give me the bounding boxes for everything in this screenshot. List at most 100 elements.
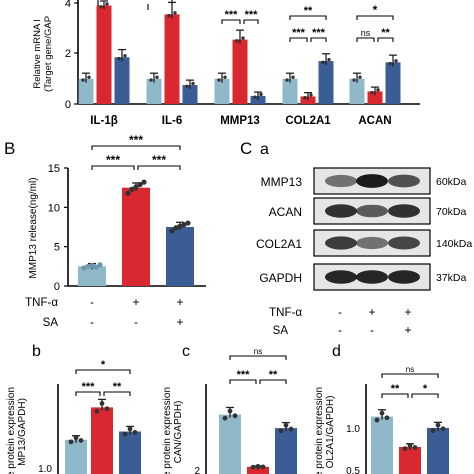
blot-protein-2: COL2A1 xyxy=(256,237,302,251)
panel-a-bar-4-2 xyxy=(385,62,401,104)
panel-a-dot-1-0-0 xyxy=(149,78,153,82)
panel-b2-dot-2-2 xyxy=(132,429,138,435)
panel-a-mmp13-1-label: *** xyxy=(225,9,239,21)
panel-a-ytick-0: 0 xyxy=(65,99,71,111)
panel-a-dot-0-0-1 xyxy=(87,75,91,79)
panel-c-label: C xyxy=(240,139,252,158)
panel-a-dot-4-0-0 xyxy=(352,78,356,82)
panel-a-col2a1-2-label: *** xyxy=(312,27,326,39)
panel-b-dot-2-2 xyxy=(177,223,183,229)
panel-a-dot-3-2-1 xyxy=(327,57,331,62)
panel-c2-ylabel-line-1: e protein expression xyxy=(162,387,173,474)
panel-b2-sig-1-bracket xyxy=(75,391,101,396)
panel-a-bar-3-0 xyxy=(282,78,298,104)
blot-band-1-0 xyxy=(325,204,357,218)
panel-a-dot-0-0-0 xyxy=(81,78,85,82)
blot-band-1-1 xyxy=(356,204,388,218)
panel-b-label: B xyxy=(4,139,15,158)
panel-a-ytick-4: 4 xyxy=(65,0,71,10)
panel-a-dot-0-2-1 xyxy=(123,54,127,58)
panel-a-dot-4-1-0 xyxy=(370,90,374,95)
panel-b-sign-1-2: + xyxy=(176,315,183,329)
blot-protein-1: ACAN xyxy=(269,205,302,219)
panel-a-dot-2-1-0 xyxy=(235,39,239,43)
blot-sign-1-2: + xyxy=(404,323,411,337)
panel-d-dot-2-0 xyxy=(430,428,436,434)
panel-a-dot-3-0-1 xyxy=(291,75,295,79)
panel-a-dot-1-1-0 xyxy=(167,13,171,18)
panel-b-dot-2-1 xyxy=(173,225,179,231)
panel-b-sig-outer-label: *** xyxy=(129,133,143,147)
blot-band-3-2 xyxy=(388,270,420,284)
blot-size-1: 70kDa xyxy=(436,206,467,218)
panel-a-bar-1-1 xyxy=(164,14,180,104)
panel-a-dot-1-0-1 xyxy=(155,75,159,79)
panel-d-bar-0 xyxy=(371,416,393,474)
panel-b-dot-1-0 xyxy=(125,190,131,196)
panel-b2-dot-1-0 xyxy=(94,408,100,414)
panel-b2-sig-0-label: * xyxy=(101,359,106,371)
panel-d-sig-2-label: * xyxy=(423,383,428,395)
blot-band-0-1 xyxy=(356,174,388,188)
panel-b-sig-right-label: *** xyxy=(152,153,166,167)
panel-b-ytick-1: 5 xyxy=(54,242,60,254)
panel-b2-dot-0-2 xyxy=(78,438,84,443)
panel-b-dot-2-3 xyxy=(181,222,187,228)
panel-b-dot-0-3 xyxy=(93,264,99,270)
panel-d-sig-0-bracket xyxy=(381,373,439,378)
panel-a-dot-1-2-1 xyxy=(191,81,195,86)
panel-a-bar-1-2 xyxy=(182,85,198,104)
panel-c2-bar-0 xyxy=(219,414,241,474)
panel-a-col2a1-1-label: *** xyxy=(292,27,306,39)
blot-row2-label: SA xyxy=(273,325,289,337)
panel-a-mmp13-2-label: *** xyxy=(245,9,259,21)
panel-c2-dot-1-2 xyxy=(260,464,266,470)
blot-sign-1-0: - xyxy=(338,323,342,337)
panel-b-bar-2 xyxy=(166,227,194,286)
panel-b2-dot-2-1 xyxy=(127,426,133,432)
panel-b2-ytick: 1.0 xyxy=(38,464,52,474)
panel-b2-bar-2 xyxy=(119,431,141,474)
panel-b2-dot-1-2 xyxy=(104,406,110,412)
panel-a-dot-2-0-1 xyxy=(223,75,227,79)
panel-d-chart: e protein expression OL2A1/GAPDH) 1.0 0.… xyxy=(314,365,449,474)
panel-a-dot-4-2-1 xyxy=(394,59,398,63)
panel-a-ytick-2: 2 xyxy=(65,48,71,60)
panel-b2-dot-1-1 xyxy=(99,401,105,406)
panel-b-bar-0 xyxy=(78,266,106,286)
panel-b2-sig-2-bracket xyxy=(103,391,131,396)
panel-b-ytick-3: 15 xyxy=(48,163,60,175)
panel-b-row1-label: TNF-α xyxy=(25,297,58,309)
panel-a-dot-2-2-1 xyxy=(259,92,263,97)
panel-a-dot-4-0-1 xyxy=(358,75,362,79)
panel-b-chart: MMP13 release(ng/ml) 0 5 10 15 *** *** *** TN… xyxy=(25,133,206,329)
panel-a-dot-0-2-0 xyxy=(117,56,121,61)
panel-a-dot-0-1-0 xyxy=(99,5,103,9)
panel-d-dot-2-1 xyxy=(435,422,441,428)
panel-b-dot-0-4 xyxy=(97,262,103,268)
panel-d-label: d xyxy=(332,343,341,360)
blot-sign-0-1: + xyxy=(368,305,375,319)
panel-a-acan-top-bracket xyxy=(356,15,394,20)
panel-d-sig-1-label: ** xyxy=(391,383,400,395)
panel-a-xlabel-1: IL-6 xyxy=(162,115,182,127)
panel-a-dot-2-0-0 xyxy=(217,78,221,82)
panel-b-bar-1 xyxy=(122,187,150,286)
panel-a-col2a1-2-bracket xyxy=(310,37,327,42)
panel-b-ytick-2: 10 xyxy=(48,202,60,214)
panel-b-dot-0-1 xyxy=(85,263,91,269)
blot-band-0-0 xyxy=(325,174,357,188)
panel-b2-sig-1-label: *** xyxy=(82,381,96,393)
panel-b2-sig-2-label: ** xyxy=(113,381,122,393)
panel-a-dot-3-1-1 xyxy=(309,93,313,97)
panel-a-bar-3-2 xyxy=(318,61,334,104)
panel-b-dot-0-2 xyxy=(89,262,95,269)
panel-b2-chart: e protein expression MP13/GAPDH) 1.0 ***… xyxy=(6,359,141,474)
panel-d-dot-0-2 xyxy=(384,415,390,421)
panel-d-dot-0-0 xyxy=(374,417,380,423)
panel-d-ytick-1: 1.0 xyxy=(346,424,360,435)
panel-a-bar-1-0 xyxy=(146,78,162,104)
panel-c2-chart: e protein expression CAN/GAPDH) 2 ns*** *… xyxy=(162,347,297,474)
panel-a-acan-2-bracket xyxy=(377,37,394,42)
panel-a-bar-4-0 xyxy=(349,78,365,104)
